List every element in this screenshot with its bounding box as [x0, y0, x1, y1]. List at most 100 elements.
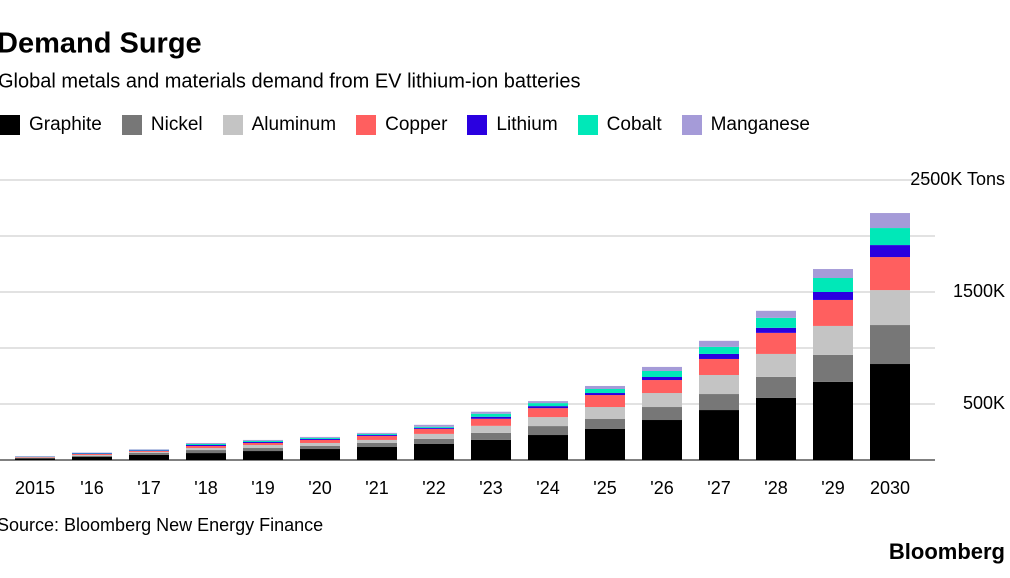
x-tick-label: '24 — [536, 478, 559, 498]
bar-segment — [72, 455, 112, 457]
bar-segment — [243, 439, 283, 441]
bar-segment — [129, 452, 169, 455]
bar-segment — [471, 425, 511, 433]
legend-label: Graphite — [29, 114, 102, 135]
bar-segment — [72, 454, 112, 456]
legend-swatch — [467, 115, 488, 135]
bar-segment — [813, 292, 853, 300]
x-tick-label: '17 — [137, 478, 160, 498]
bar-segment — [300, 449, 340, 460]
bar-segment — [186, 453, 226, 460]
bar-segment — [642, 366, 682, 371]
y-tick-label: 500K — [963, 393, 1005, 413]
bar-segment — [243, 448, 283, 452]
bar-segment — [186, 443, 226, 445]
bar-segment — [870, 325, 910, 365]
bar-segment — [528, 408, 568, 418]
bar-segment — [585, 395, 625, 408]
bar-segment — [357, 447, 397, 460]
bar-segment — [756, 317, 796, 328]
legend-swatch — [577, 115, 598, 135]
bar-segment — [471, 416, 511, 419]
bar-segment — [813, 299, 853, 326]
bar-segment — [357, 432, 397, 434]
bar-segment — [528, 417, 568, 427]
legend-item: Graphite — [0, 114, 102, 136]
x-tick-label: '23 — [479, 478, 502, 498]
bar-segment — [699, 358, 739, 375]
legend-item: Cobalt — [577, 114, 662, 136]
bar-segment — [357, 439, 397, 443]
bar-segment — [129, 450, 169, 451]
brand: Bloomberg — [889, 539, 1005, 564]
bar-segment — [870, 290, 910, 326]
x-tick-label: '27 — [707, 478, 730, 498]
bar-segment — [528, 426, 568, 436]
bar-segment — [357, 433, 397, 435]
bar-segment — [414, 426, 454, 428]
legend-swatch — [222, 115, 243, 135]
x-tick-label: '18 — [194, 478, 217, 498]
bar-segment — [471, 413, 511, 417]
x-tick-label: '26 — [650, 478, 673, 498]
bar-segment — [870, 257, 910, 291]
bar-segment — [357, 434, 397, 436]
x-tick-label: '16 — [80, 478, 103, 498]
bar-segment — [528, 401, 568, 404]
bar-segment — [471, 432, 511, 440]
bar-segment — [300, 437, 340, 439]
bar-segment — [357, 442, 397, 448]
bar-segment — [243, 441, 283, 443]
bar-segment — [414, 433, 454, 439]
bar-segment — [300, 439, 340, 443]
bar-segment — [129, 449, 169, 450]
bar-segment — [243, 451, 283, 460]
bar-segment — [756, 327, 796, 333]
legend-swatch — [0, 115, 20, 135]
x-tick-label: '28 — [764, 478, 787, 498]
legend-item: Copper — [356, 114, 447, 136]
bar-segment — [15, 457, 55, 459]
x-tick-label: '21 — [365, 478, 388, 498]
legend-swatch — [681, 115, 702, 135]
bar-segment — [300, 446, 340, 450]
bar-segment — [756, 376, 796, 398]
bar-segment — [585, 407, 625, 420]
x-tick-label: '25 — [593, 478, 616, 498]
legend-item: Manganese — [681, 114, 810, 136]
bar-segment — [243, 440, 283, 442]
bar-segment — [186, 450, 226, 454]
bar-segment — [699, 394, 739, 411]
bar-segment — [414, 424, 454, 427]
legend-label: Manganese — [710, 114, 810, 135]
bar-segment — [756, 310, 796, 318]
bar-segment — [585, 393, 625, 396]
bar-segment — [813, 325, 853, 355]
y-tick-label: 1500K — [953, 281, 1005, 301]
bar-segment — [699, 410, 739, 460]
bar-segment — [72, 456, 112, 460]
bar-segment — [813, 269, 853, 278]
legend-item: Nickel — [121, 114, 203, 136]
bar-segment — [813, 278, 853, 292]
bar-segment — [186, 442, 226, 444]
bar-segment — [699, 346, 739, 354]
bar-segment — [129, 454, 169, 460]
x-tick-label: '19 — [251, 478, 274, 498]
bar-segment — [72, 453, 112, 455]
bar-segment — [642, 407, 682, 421]
bar-segment — [186, 444, 226, 446]
legend-label: Copper — [385, 114, 448, 135]
legend: Graphite Nickel Aluminum Copper Lithium Cobal… — [0, 114, 810, 136]
legend-item: Aluminum — [222, 114, 336, 136]
bar-segment — [15, 458, 55, 460]
bar-segment — [585, 419, 625, 429]
bar-segment — [186, 446, 226, 449]
bar-segment — [528, 406, 568, 409]
bar-segment — [300, 436, 340, 438]
legend-label: Nickel — [150, 114, 203, 135]
bar-segment — [870, 213, 910, 229]
bar-segment — [15, 457, 55, 458]
